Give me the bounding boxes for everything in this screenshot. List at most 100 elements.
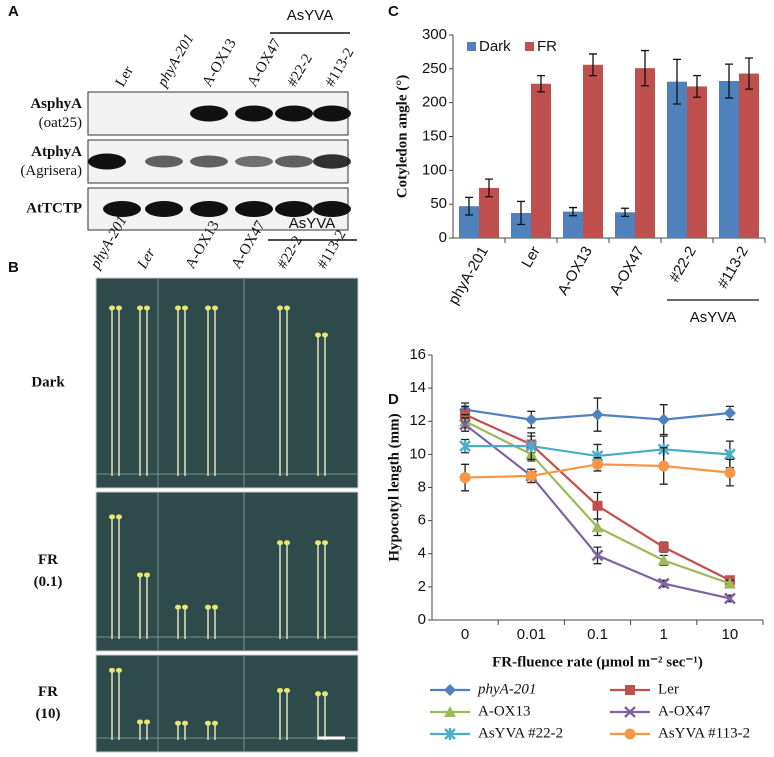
group-label: AsYVA	[287, 7, 333, 24]
legend-marker	[444, 728, 456, 740]
y-tick-label: 50	[430, 195, 447, 212]
bar	[667, 81, 687, 238]
marker	[723, 406, 736, 419]
cotyledon	[116, 514, 122, 520]
cotyledon	[205, 604, 211, 610]
x-tick-label: 10	[722, 626, 739, 643]
cotyledon	[205, 720, 211, 726]
legend-swatch	[525, 42, 534, 51]
y-tick-label: 14	[409, 379, 426, 396]
band	[103, 201, 141, 217]
band	[275, 155, 313, 168]
cotyledon	[315, 332, 321, 338]
bar	[511, 212, 531, 238]
cotyledon	[182, 305, 188, 311]
cotyledon	[322, 332, 328, 338]
legend-label: A-OX13	[478, 703, 531, 719]
lane-label: #22-2	[285, 51, 316, 89]
cotyledon	[277, 305, 283, 311]
marker	[724, 592, 736, 605]
bar	[635, 68, 655, 238]
panel-label: C	[388, 3, 399, 20]
legend-label: FR	[537, 38, 557, 55]
marker	[525, 413, 538, 426]
photo-row-sub: (10)	[36, 706, 61, 722]
panel-label: B	[8, 259, 19, 276]
cotyledon	[212, 305, 218, 311]
cotyledon	[315, 540, 321, 546]
x-tick-label: 1	[660, 626, 668, 643]
cotyledon	[277, 540, 283, 546]
band	[275, 105, 313, 122]
legend-marker	[444, 706, 456, 717]
marker	[525, 440, 538, 453]
marker	[658, 542, 669, 553]
bar	[563, 211, 583, 238]
cotyledon	[175, 305, 181, 311]
marker	[591, 408, 604, 421]
cotyledon	[109, 667, 115, 673]
legend-marker	[624, 728, 636, 740]
cotyledon	[116, 667, 122, 673]
bar	[739, 73, 759, 238]
cotyledon	[109, 514, 115, 520]
y-tick-label: 250	[422, 60, 447, 77]
bar	[719, 81, 739, 238]
y-tick-label: 16	[409, 346, 426, 363]
bar	[615, 212, 635, 238]
cotyledon	[212, 604, 218, 610]
blot-row-label: AtphyA	[31, 144, 82, 160]
cotyledon	[109, 305, 115, 311]
marker	[591, 521, 604, 533]
band	[145, 155, 183, 168]
legend-label: A-OX47	[658, 703, 711, 719]
y-tick-label: 300	[422, 26, 447, 43]
x-tick-label: 0	[461, 626, 469, 643]
photo-row-sub: (0.1)	[34, 574, 63, 590]
lane-label: #113-2	[323, 45, 358, 89]
legend-label: phyA-201	[477, 681, 536, 697]
panel-label: A	[8, 3, 19, 20]
bar	[479, 187, 499, 238]
error-bar	[641, 49, 649, 87]
bar	[459, 206, 479, 238]
error-bar	[693, 74, 701, 98]
cotyledon	[277, 687, 283, 693]
legend-swatch	[467, 42, 476, 51]
panel-label: D	[388, 391, 399, 408]
cotyledon	[144, 305, 150, 311]
y-tick-label: 0	[439, 229, 447, 246]
error-bar	[725, 63, 733, 99]
band	[235, 201, 273, 217]
photo-column-label: Ler	[134, 246, 159, 273]
cotyledon	[144, 572, 150, 578]
marker	[459, 472, 471, 484]
error-bar	[589, 53, 597, 77]
cotyledon	[182, 720, 188, 726]
group-label: AsYVA	[690, 309, 736, 326]
legend-marker	[625, 685, 635, 695]
marker	[592, 500, 603, 511]
photo-row-label: Dark	[31, 374, 65, 390]
cotyledon	[175, 720, 181, 726]
blot-row-label: AtTCTP	[26, 200, 82, 216]
x-axis-title: FR-fluence rate (μmol m⁻² sec⁻¹)	[492, 654, 703, 670]
band	[235, 155, 273, 168]
marker	[459, 418, 471, 431]
band	[190, 201, 228, 217]
y-tick-label: 4	[418, 545, 426, 562]
legend-label: AsYVA #22-2	[478, 725, 563, 741]
band	[313, 105, 351, 122]
cotyledon	[284, 687, 290, 693]
cotyledon	[137, 572, 143, 578]
y-tick-label: 12	[409, 412, 426, 429]
y-tick-label: 200	[422, 94, 447, 111]
band	[313, 201, 351, 217]
error-bar	[569, 206, 577, 217]
legend-label: Dark	[479, 38, 511, 55]
band	[275, 201, 313, 217]
cotyledon	[137, 719, 143, 725]
blot-row-sub: (oat25)	[39, 115, 82, 131]
cotyledon	[212, 720, 218, 726]
